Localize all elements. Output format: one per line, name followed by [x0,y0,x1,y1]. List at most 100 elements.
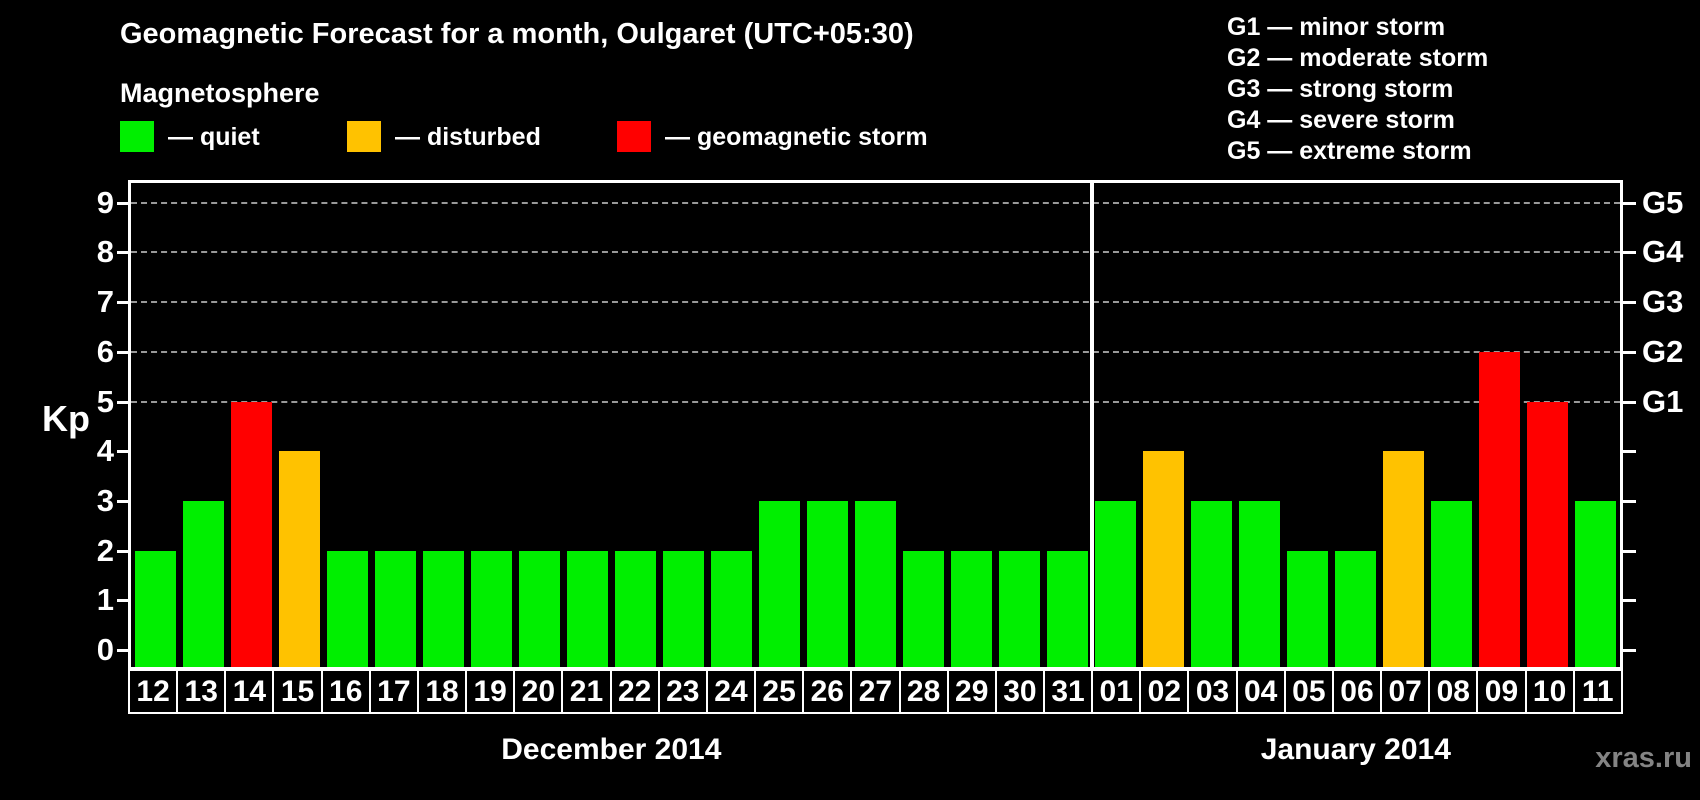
day-label-cell-16: 16 [320,671,369,712]
day-label-cell-21: 21 [561,671,609,712]
y-tick-label-6: 6 [96,333,114,369]
left-axis-tick [117,450,128,454]
gridline-kp-8 [131,251,1620,254]
right-axis-tick [1623,350,1636,354]
day-label-cell-20: 20 [513,671,561,712]
storm-color-swatch [617,121,651,152]
g3-legend-line: G3 — strong storm [1227,75,1454,103]
kp-bar-day-16 [326,550,368,667]
kp-bar-day-20 [518,550,560,667]
day-label-cell-25: 25 [754,671,802,712]
g4-legend-line: G4 — severe storm [1227,106,1455,134]
day-label-cell-06: 06 [1331,671,1380,712]
kp-bar-day-13 [182,500,224,667]
kp-bar-day-30 [999,550,1041,667]
kp-bar-day-21 [566,550,608,667]
y-tick-label-8: 8 [96,234,114,270]
kp-bar-day-05 [1287,550,1329,667]
kp-bar-day-27 [855,500,896,667]
kp-bar-day-19 [470,550,512,667]
g-scale-label-G4: G4 [1642,234,1684,270]
month-separator-line [1089,183,1094,667]
storm-scale-legend: G1 — minor storm G2 — moderate storm G3 … [1227,12,1488,167]
day-label-cell-27: 27 [850,671,898,712]
g5-legend-line: G5 — extreme storm [1227,137,1472,165]
right-axis-tick [1623,649,1636,652]
right-axis-tick [1623,251,1636,255]
gridline-kp-7 [131,301,1620,304]
kp-bar-day-09 [1479,351,1521,667]
y-tick-label-3: 3 [96,482,114,518]
y-tick-label-5: 5 [96,383,114,419]
magnetosphere-legend-title: Magnetosphere [120,78,320,108]
g1-legend-line: G1 — minor storm [1227,13,1446,41]
kp-bar-day-25 [758,500,800,667]
day-label-cell-19: 19 [465,671,513,712]
day-label-cell-09: 09 [1476,671,1524,712]
right-axis-tick [1623,499,1636,503]
day-label-cell-30: 30 [994,671,1043,712]
day-label-cell-28: 28 [898,671,947,712]
day-label-cell-22: 22 [609,671,658,712]
right-axis-tick [1623,201,1636,205]
day-label-cell-23: 23 [657,671,706,712]
g-scale-label-G1: G1 [1642,383,1684,419]
gridline-kp-5 [131,400,1620,403]
kp-bar-day-02 [1143,451,1185,667]
kp-bar-day-31 [1047,550,1089,667]
y-tick-label-1: 1 [96,582,114,618]
legend-label: — quiet [168,123,260,151]
right-axis-tick [1623,450,1636,454]
left-axis-tick [117,350,128,354]
day-axis-strip: 12 13 14 15 16 17 18 19 20 21 22 23 24 25 26 27 28 29 30 31… [128,669,1623,714]
kp-bar-day-06 [1335,550,1377,667]
day-label-cell-08: 08 [1428,671,1476,712]
left-axis-tick [117,400,128,404]
kp-bar-day-22 [614,550,656,667]
day-label-cell-01: 01 [1091,671,1139,712]
day-label-cell-29: 29 [946,671,995,712]
day-label-cell-12: 12 [136,674,170,708]
y-tick-label-7: 7 [96,284,114,320]
kp-bar-day-04 [1239,500,1281,667]
kp-bar-day-03 [1191,500,1233,667]
day-label-cell-26: 26 [802,671,850,712]
kp-bar-day-24 [710,550,752,667]
right-axis-tick [1623,599,1636,603]
kp-bar-day-08 [1431,500,1473,667]
day-label-cell-05: 05 [1283,671,1332,712]
y-axis-title: Kp [42,398,90,439]
legend-label: — geomagnetic storm [665,123,928,151]
day-label-cell-14: 14 [224,671,272,712]
day-label-cell-24: 24 [705,671,754,712]
day-label-cell-02: 02 [1139,671,1187,712]
day-label-cell-13: 13 [176,671,224,712]
day-label-cell-10: 10 [1524,671,1573,712]
day-label-cell-17: 17 [368,671,417,712]
kp-bar-day-14 [230,401,272,667]
month-label-0: December 2014 [501,733,722,766]
kp-bar-day-11 [1575,500,1617,667]
g-scale-label-G5: G5 [1642,184,1684,220]
day-label-cell-03: 03 [1187,671,1235,712]
kp-bar-day-12 [134,550,176,667]
gridline-kp-9 [131,201,1620,204]
kp-bar-day-18 [422,550,464,667]
left-axis-tick [117,301,128,305]
left-axis-tick [117,599,128,603]
day-label-cell-18: 18 [416,671,465,712]
kp-bar-day-28 [903,550,945,667]
right-axis-tick [1623,549,1636,553]
left-axis-tick [117,499,128,503]
day-label-cell-31: 31 [1042,671,1091,712]
quiet-color-swatch [120,121,154,152]
left-axis-tick [117,649,128,652]
chart-plot-area [128,180,1623,670]
month-label-1: January 2014 [1260,733,1451,766]
right-axis-tick [1623,400,1636,404]
y-tick-label-4: 4 [96,433,114,469]
kp-bar-day-17 [374,550,416,667]
kp-bar-day-15 [278,451,320,667]
y-tick-label-9: 9 [96,184,114,220]
